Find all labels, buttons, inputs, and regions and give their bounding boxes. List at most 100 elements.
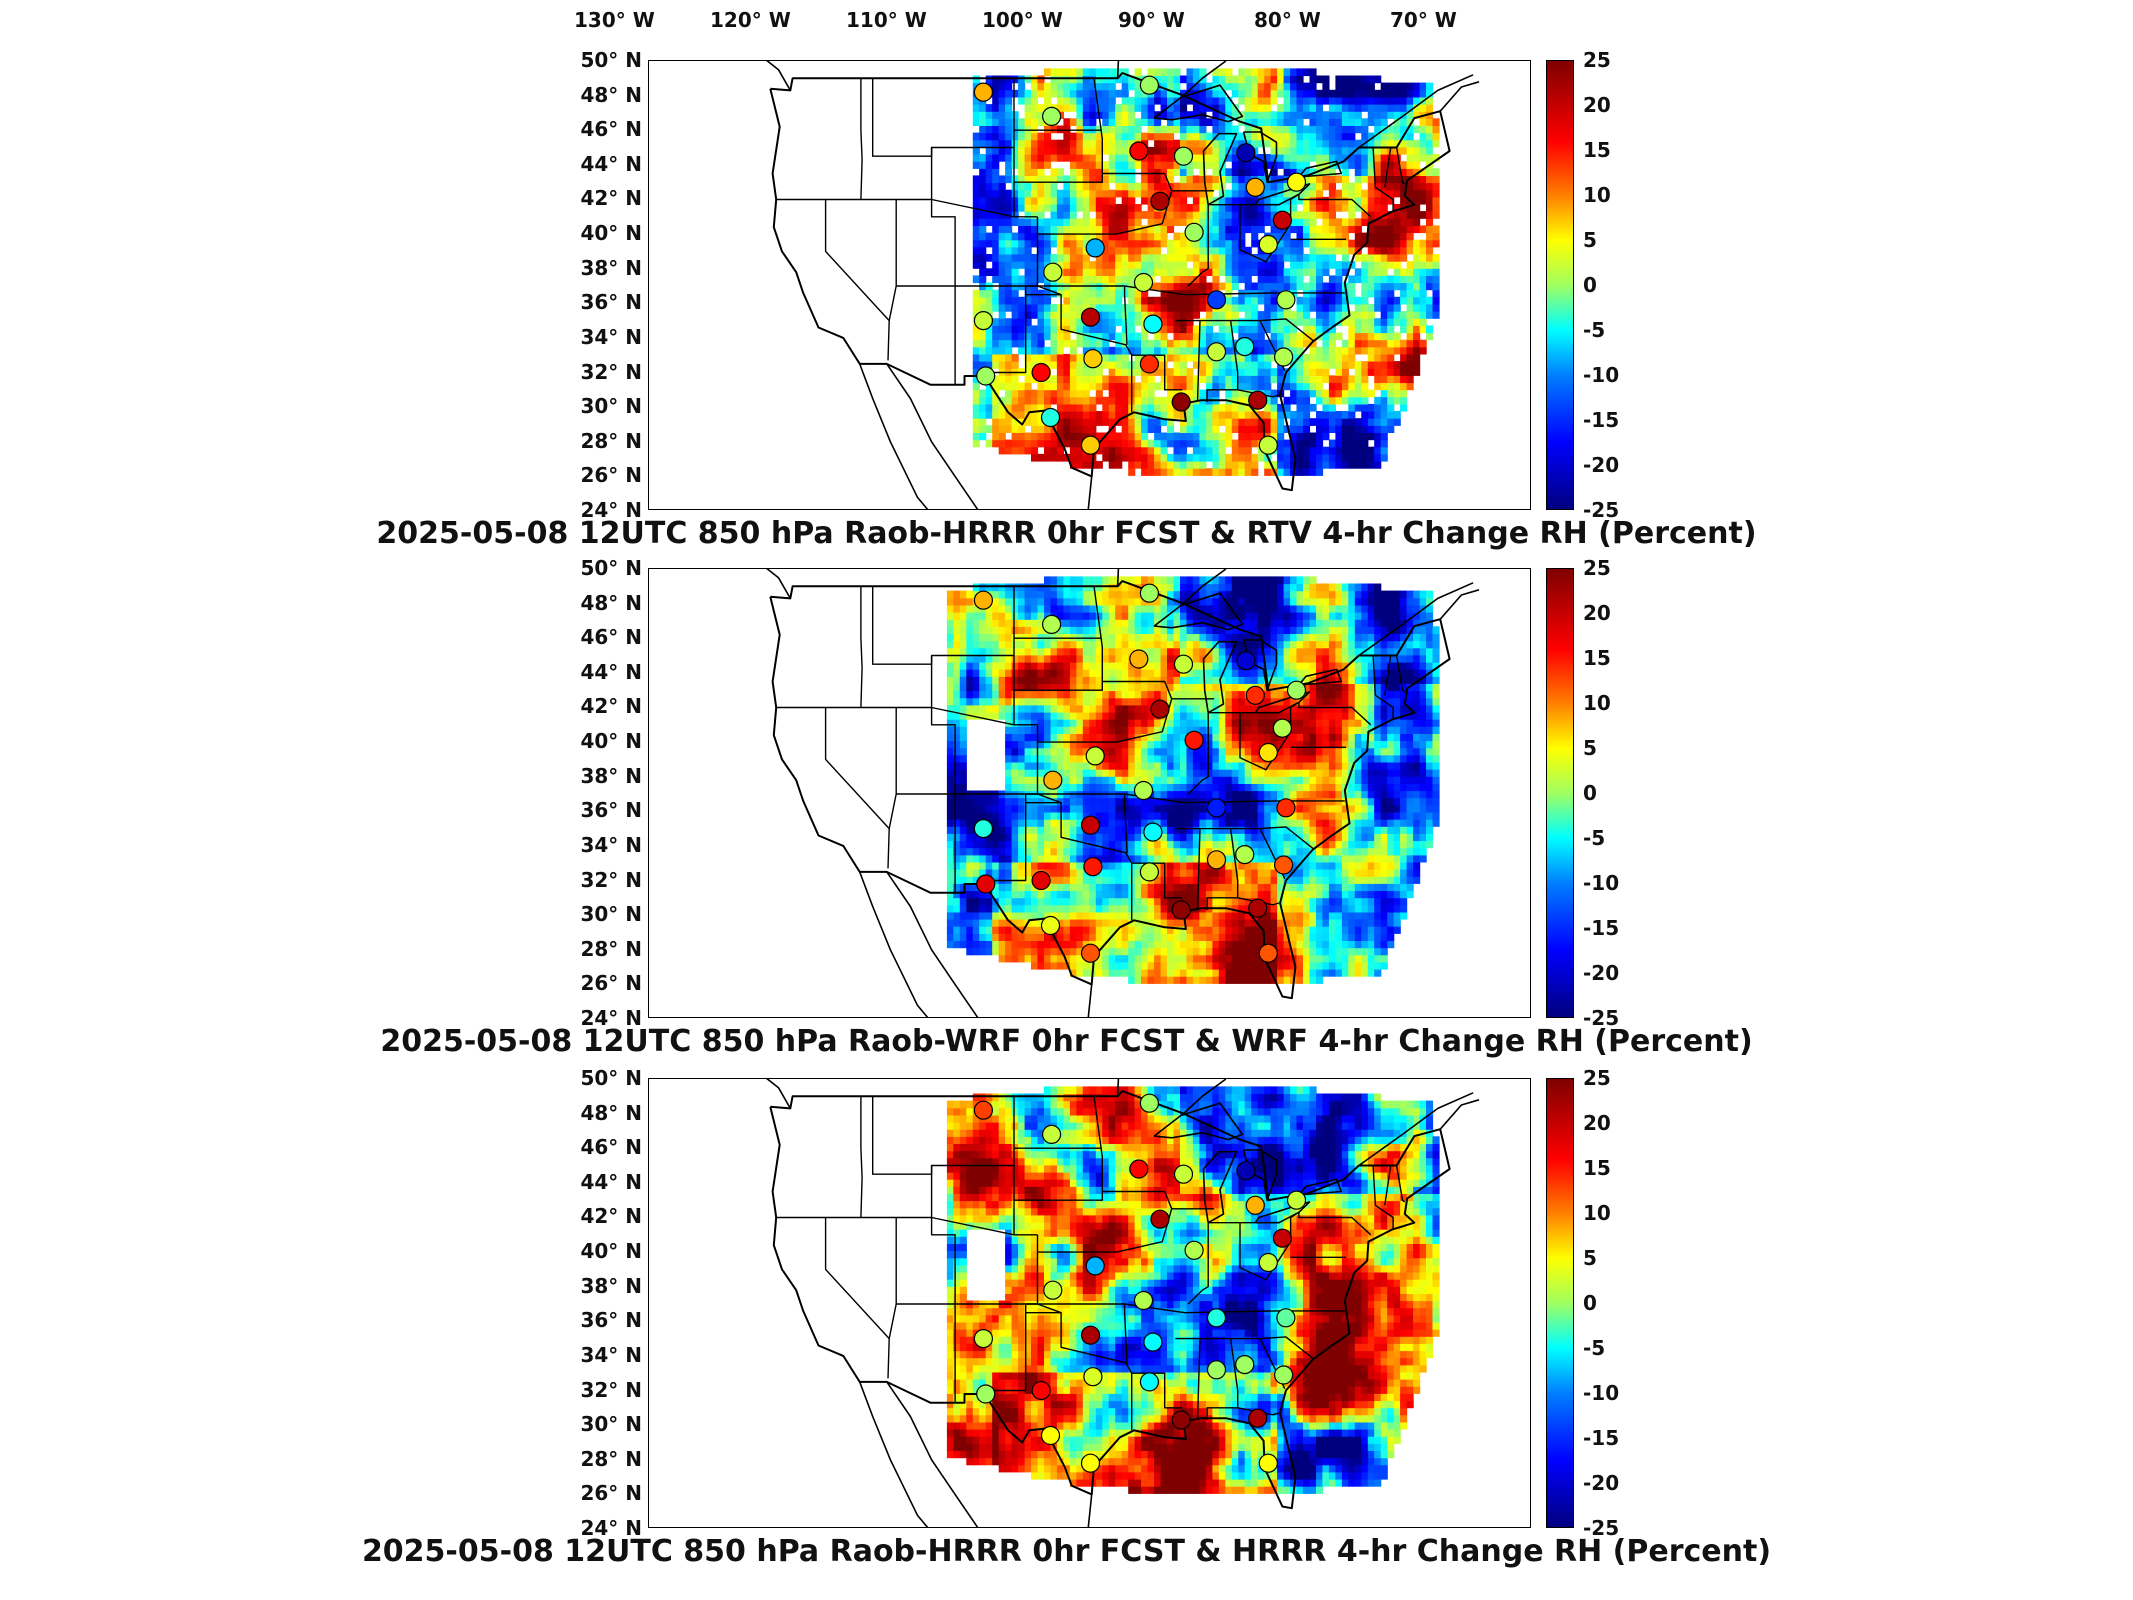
colorbar-tick-label: -20 <box>1583 961 1620 985</box>
colorbar-tick-label: 10 <box>1583 183 1611 207</box>
state-border <box>1037 285 1133 413</box>
raob-station-marker <box>976 366 996 386</box>
great-lake-outline <box>1202 1150 1238 1224</box>
state-border <box>860 1096 863 1218</box>
colorbar <box>1546 568 1574 1018</box>
state-border <box>930 655 956 893</box>
raob-station-marker <box>1031 870 1051 891</box>
latitude-label: 38° N <box>580 255 642 280</box>
state-border <box>1014 586 1103 691</box>
longitude-label: 100° W <box>982 8 1063 32</box>
state-border <box>860 586 863 708</box>
raob-station-marker <box>1173 146 1194 166</box>
great-lake-outline <box>1298 1178 1343 1196</box>
latitude-label: 30° N <box>580 902 642 927</box>
latitude-label: 38° N <box>580 763 642 788</box>
map-panel-1: 50° N 48° N 46° N 44° N 42° N 40° N 38° N 36° N… <box>0 48 2133 560</box>
state-border <box>1164 1191 1173 1210</box>
latitude-label: 50° N <box>580 48 642 72</box>
colorbar-tick-label: 0 <box>1583 781 1597 805</box>
map-plot-area <box>648 1078 1531 1528</box>
raob-station-marker <box>1184 1240 1204 1260</box>
state-border <box>1037 793 1133 921</box>
raob-station-marker <box>1206 290 1227 310</box>
raob-station-marker <box>1139 862 1159 882</box>
latitude-label: 42° N <box>580 186 642 211</box>
latitude-label: 44° N <box>580 151 642 176</box>
map-panel-3: 50° N 48° N 46° N 44° N 42° N 40° N 38° N 36° N… <box>0 1066 2133 1578</box>
raob-station-marker <box>1286 680 1307 700</box>
latitude-label: 46° N <box>580 625 642 650</box>
raob-station-marker <box>1173 654 1194 674</box>
latitude-label: 32° N <box>580 359 642 384</box>
latitude-label: 36° N <box>580 290 642 315</box>
raob-station-marker <box>1139 1372 1159 1392</box>
state-border <box>1372 1165 1394 1230</box>
mexico-coastline <box>858 871 929 1017</box>
colorbar-tick-label: -5 <box>1583 1336 1606 1360</box>
colorbar-tick-label: 15 <box>1583 646 1611 670</box>
raob-station-marker <box>1133 272 1154 293</box>
raob-station-marker <box>1040 407 1061 428</box>
state-border <box>1237 897 1280 906</box>
raob-station-marker <box>973 1329 993 1349</box>
raob-station-marker <box>1206 1360 1227 1380</box>
raob-station-marker <box>973 590 993 610</box>
raob-station-marker <box>976 1384 996 1404</box>
raob-station-marker <box>1043 262 1063 282</box>
raob-station-marker <box>1272 210 1293 230</box>
raob-station-marker <box>1206 850 1227 870</box>
latitude-label: 44° N <box>580 1169 642 1194</box>
state-border <box>1372 655 1394 720</box>
colorbar-tick-label: -15 <box>1583 408 1620 432</box>
raob-station-marker <box>1040 915 1061 936</box>
great-lake-outline <box>1202 640 1238 714</box>
latitude-label: 46° N <box>580 117 642 142</box>
raob-station-marker <box>973 311 993 331</box>
state-border <box>1164 173 1173 192</box>
state-border <box>1384 147 1392 188</box>
colorbar-tick-label: -20 <box>1583 453 1620 477</box>
raob-station-marker <box>1276 1308 1296 1328</box>
raob-station-marker <box>1236 1161 1256 1181</box>
latitude-label: 28° N <box>580 428 642 453</box>
colorbar-tick-label: 0 <box>1583 1291 1597 1315</box>
longitude-labels: 130° W 120° W 110° W 100° W 90° W 80° W 70° W <box>0 0 2133 40</box>
colorbar-tick-label: 15 <box>1583 1156 1611 1180</box>
raob-station-marker <box>1273 1365 1294 1385</box>
raob-station-marker <box>1080 1325 1101 1345</box>
raob-station-marker <box>1273 855 1294 875</box>
state-border <box>1187 1222 1209 1305</box>
state-border <box>1384 655 1392 696</box>
raob-station-marker <box>1286 1190 1307 1210</box>
panel-caption: 2025-05-08 12UTC 850 hPa Raob-HRRR 0hr F… <box>376 516 1757 551</box>
colorbar-tick-label: 20 <box>1583 601 1611 625</box>
raob-station-marker <box>1248 898 1268 918</box>
longitude-label: 90° W <box>1118 8 1185 32</box>
raob-station-marker <box>1042 106 1062 127</box>
state-border <box>1175 1336 1315 1360</box>
raob-station-marker <box>1085 746 1105 766</box>
great-lake-outline <box>1153 1102 1244 1141</box>
latitude-label: 30° N <box>580 1412 642 1437</box>
state-border <box>1187 712 1209 795</box>
canada-coastline <box>1439 81 1480 112</box>
great-lake-outline <box>1298 668 1343 686</box>
latitude-label: 26° N <box>580 1481 642 1506</box>
colorbar-tick-label: 20 <box>1583 93 1611 117</box>
canada-coastline <box>1182 569 1227 605</box>
state-border <box>1206 828 1239 910</box>
colorbar-tick-label: 5 <box>1583 736 1597 760</box>
raob-station-marker <box>1080 943 1101 963</box>
raob-station-marker <box>1031 1380 1051 1401</box>
state-border <box>1372 147 1394 212</box>
panel-caption: 2025-05-08 12UTC 850 hPa Raob-WRF 0hr FC… <box>380 1024 1753 1059</box>
latitude-label: 28° N <box>580 1446 642 1471</box>
longitude-label: 110° W <box>846 8 927 32</box>
raob-station-marker <box>1276 798 1296 818</box>
colorbar-tick-label: -10 <box>1583 363 1620 387</box>
canada-coastline <box>766 569 791 599</box>
raob-station-marker <box>1273 347 1294 367</box>
great-lake-outline <box>1153 84 1244 123</box>
colorbar-tick-label: 25 <box>1583 556 1611 580</box>
